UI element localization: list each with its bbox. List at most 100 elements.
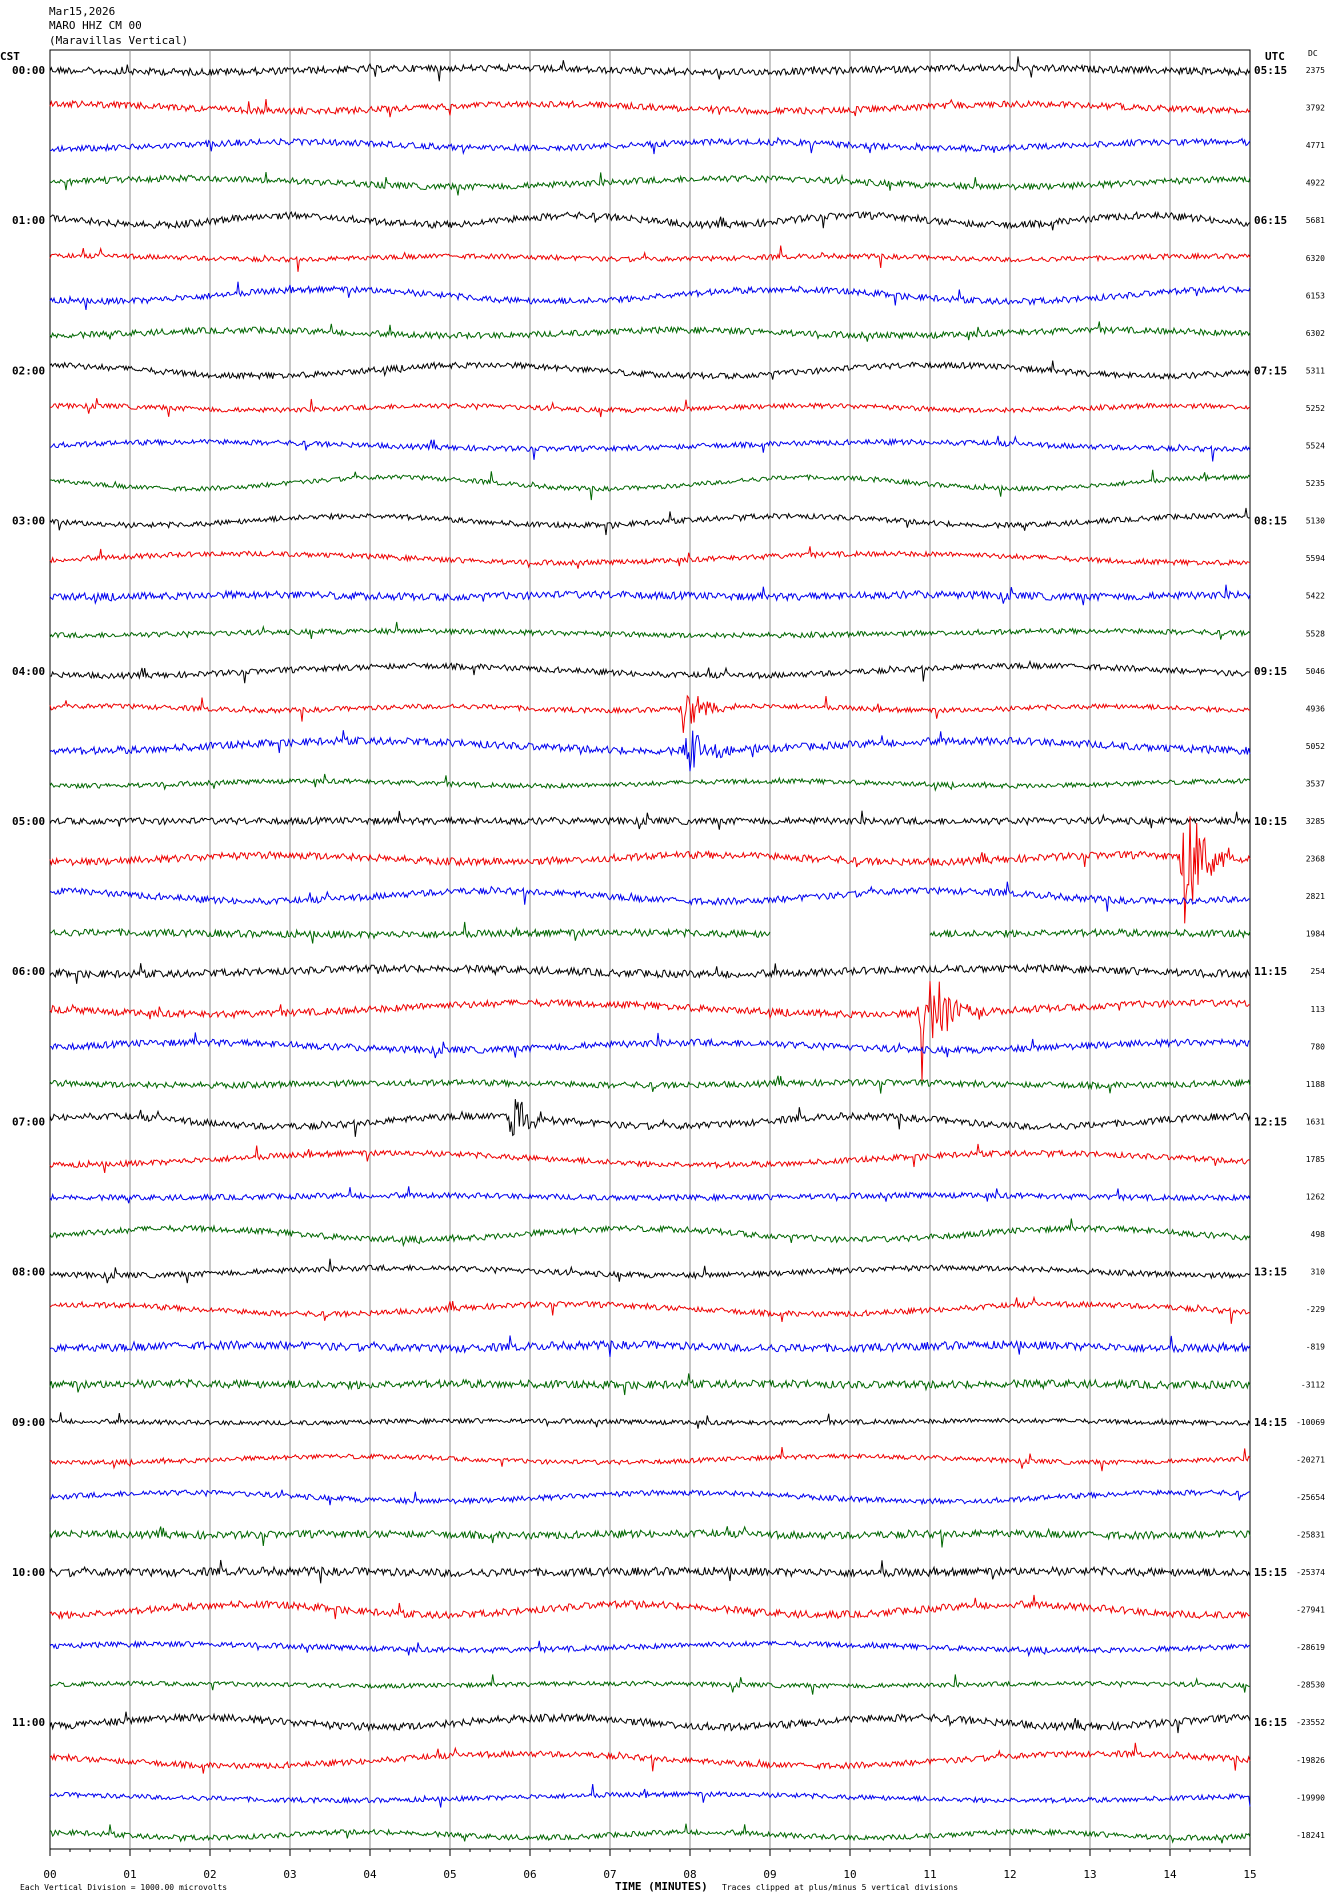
x-tick-label: 13 [1083,1868,1096,1881]
seismic-trace [49,1186,1251,1204]
utc-hour-label: 14:15 [1254,1416,1287,1429]
seismic-trace [49,1143,1251,1173]
scale-note: Each Vertical Division = 1000.00 microvo… [20,1883,227,1892]
cst-hour-label: 09:00 [12,1416,45,1429]
header-location: (Maravillas Vertical) [49,34,189,47]
utc-hour-label: 12:15 [1254,1115,1287,1128]
dc-offset-label: -27941 [1296,1606,1325,1615]
utc-hour-label: 11:15 [1254,965,1287,978]
seismic-trace [49,621,1251,640]
seismic-trace [49,810,1251,830]
seismic-trace [49,1335,1251,1358]
seismic-traces [49,56,1251,1844]
dc-offset-label: 3285 [1306,817,1325,826]
dc-offset-label: 113 [1311,1005,1326,1014]
utc-axis-label: UTC [1265,50,1285,63]
seismic-trace [49,546,1251,569]
x-tick-label: 09 [763,1868,776,1881]
cst-hour-label: 04:00 [12,665,45,678]
dc-offset-label: 5681 [1306,216,1325,225]
dc-offset-label: 5311 [1306,366,1325,375]
seismic-trace [49,1488,1251,1506]
cst-hour-label: 10:00 [12,1566,45,1579]
plot-frame [49,49,1251,1850]
seismic-trace [49,1218,1251,1248]
utc-hour-label: 16:15 [1254,1716,1287,1729]
cst-hour-label: 01:00 [12,214,45,227]
cst-hour-label: 00:00 [12,64,45,77]
header-station: MARO HHZ CM 00 [49,19,142,32]
seismic-trace [49,1639,1250,1658]
seismic-trace [49,360,1251,381]
x-tick-label: 11 [923,1868,936,1881]
cst-hour-label: 07:00 [12,1115,45,1128]
x-tick-label: 07 [603,1868,616,1881]
x-axis-title: TIME (MINUTES) [615,1880,708,1893]
seismic-trace [49,435,1251,462]
seismic-trace [49,816,1251,924]
cst-hour-label: 02:00 [12,364,45,377]
seismic-trace [49,281,1251,310]
seismic-trace [49,398,1251,418]
dc-offset-label: 6153 [1306,291,1325,300]
x-tick-label: 01 [123,1868,136,1881]
dc-offset-label: -25831 [1296,1530,1325,1539]
cst-axis-label: CST [0,50,20,63]
dc-offset-label: 4936 [1306,704,1325,713]
dc-offset-label: -19826 [1296,1756,1325,1765]
x-tick-label: 12 [1003,1868,1016,1881]
dc-offset-label: 780 [1311,1042,1326,1051]
dc-offset-label: -18241 [1296,1831,1325,1840]
dc-offset-label: 2375 [1306,66,1325,75]
seismic-trace [49,1099,1251,1137]
utc-hour-label: 07:15 [1254,364,1287,377]
cst-hour-label: 05:00 [12,815,45,828]
seismic-trace [49,1258,1251,1284]
seismic-trace [49,659,1251,684]
seismic-trace [49,210,1251,231]
dc-offset-label: -19990 [1296,1793,1325,1802]
dc-offset-label: -10069 [1296,1418,1325,1427]
seismic-trace [49,1295,1251,1324]
seismic-trace [49,469,1251,501]
dc-offset-label: 1188 [1306,1080,1325,1089]
seismic-trace [49,1711,1251,1734]
dc-offset-label: 5130 [1306,517,1325,526]
dc-offset-label: 4771 [1306,141,1325,150]
cst-hour-label: 08:00 [12,1266,45,1279]
dc-offset-label: -23552 [1296,1718,1325,1727]
dc-offset-label: 5235 [1306,479,1325,488]
seismic-trace [49,1674,1250,1695]
dc-offset-label: 5528 [1306,629,1325,638]
seismic-trace [49,98,1251,118]
dc-offset-label: -3112 [1301,1380,1325,1389]
seismic-trace [49,507,1251,536]
seismic-trace [929,927,1251,939]
dc-offset-label: 1262 [1306,1193,1325,1202]
dc-offset-label: 2368 [1306,855,1325,864]
utc-hour-label: 06:15 [1254,214,1287,227]
x-tick-label: 15 [1243,1868,1256,1881]
seismic-trace [49,1594,1251,1620]
utc-hour-label: 08:15 [1254,515,1287,528]
dc-offset-label: 5422 [1306,592,1325,601]
seismic-trace [49,1373,1251,1396]
dc-offset-label: 5252 [1306,404,1325,413]
x-tick-label: 10 [843,1868,856,1881]
seismic-trace [49,1525,1251,1548]
x-tick-label: 05 [443,1868,456,1881]
dc-offset-label: 6320 [1306,254,1325,263]
seismic-trace [49,1412,1251,1429]
seismic-trace [49,584,1251,606]
dc-offset-label: -819 [1306,1343,1325,1352]
x-tick-label: 02 [203,1868,216,1881]
seismic-trace [49,321,1251,342]
dc-offset-label: -28619 [1296,1643,1325,1652]
seismic-trace [49,773,1251,792]
seismic-trace [49,981,1251,1082]
seismic-trace [49,881,1251,912]
seismic-trace [49,1742,1251,1774]
seismic-trace [49,1447,1251,1472]
x-tick-label: 00 [43,1868,56,1881]
